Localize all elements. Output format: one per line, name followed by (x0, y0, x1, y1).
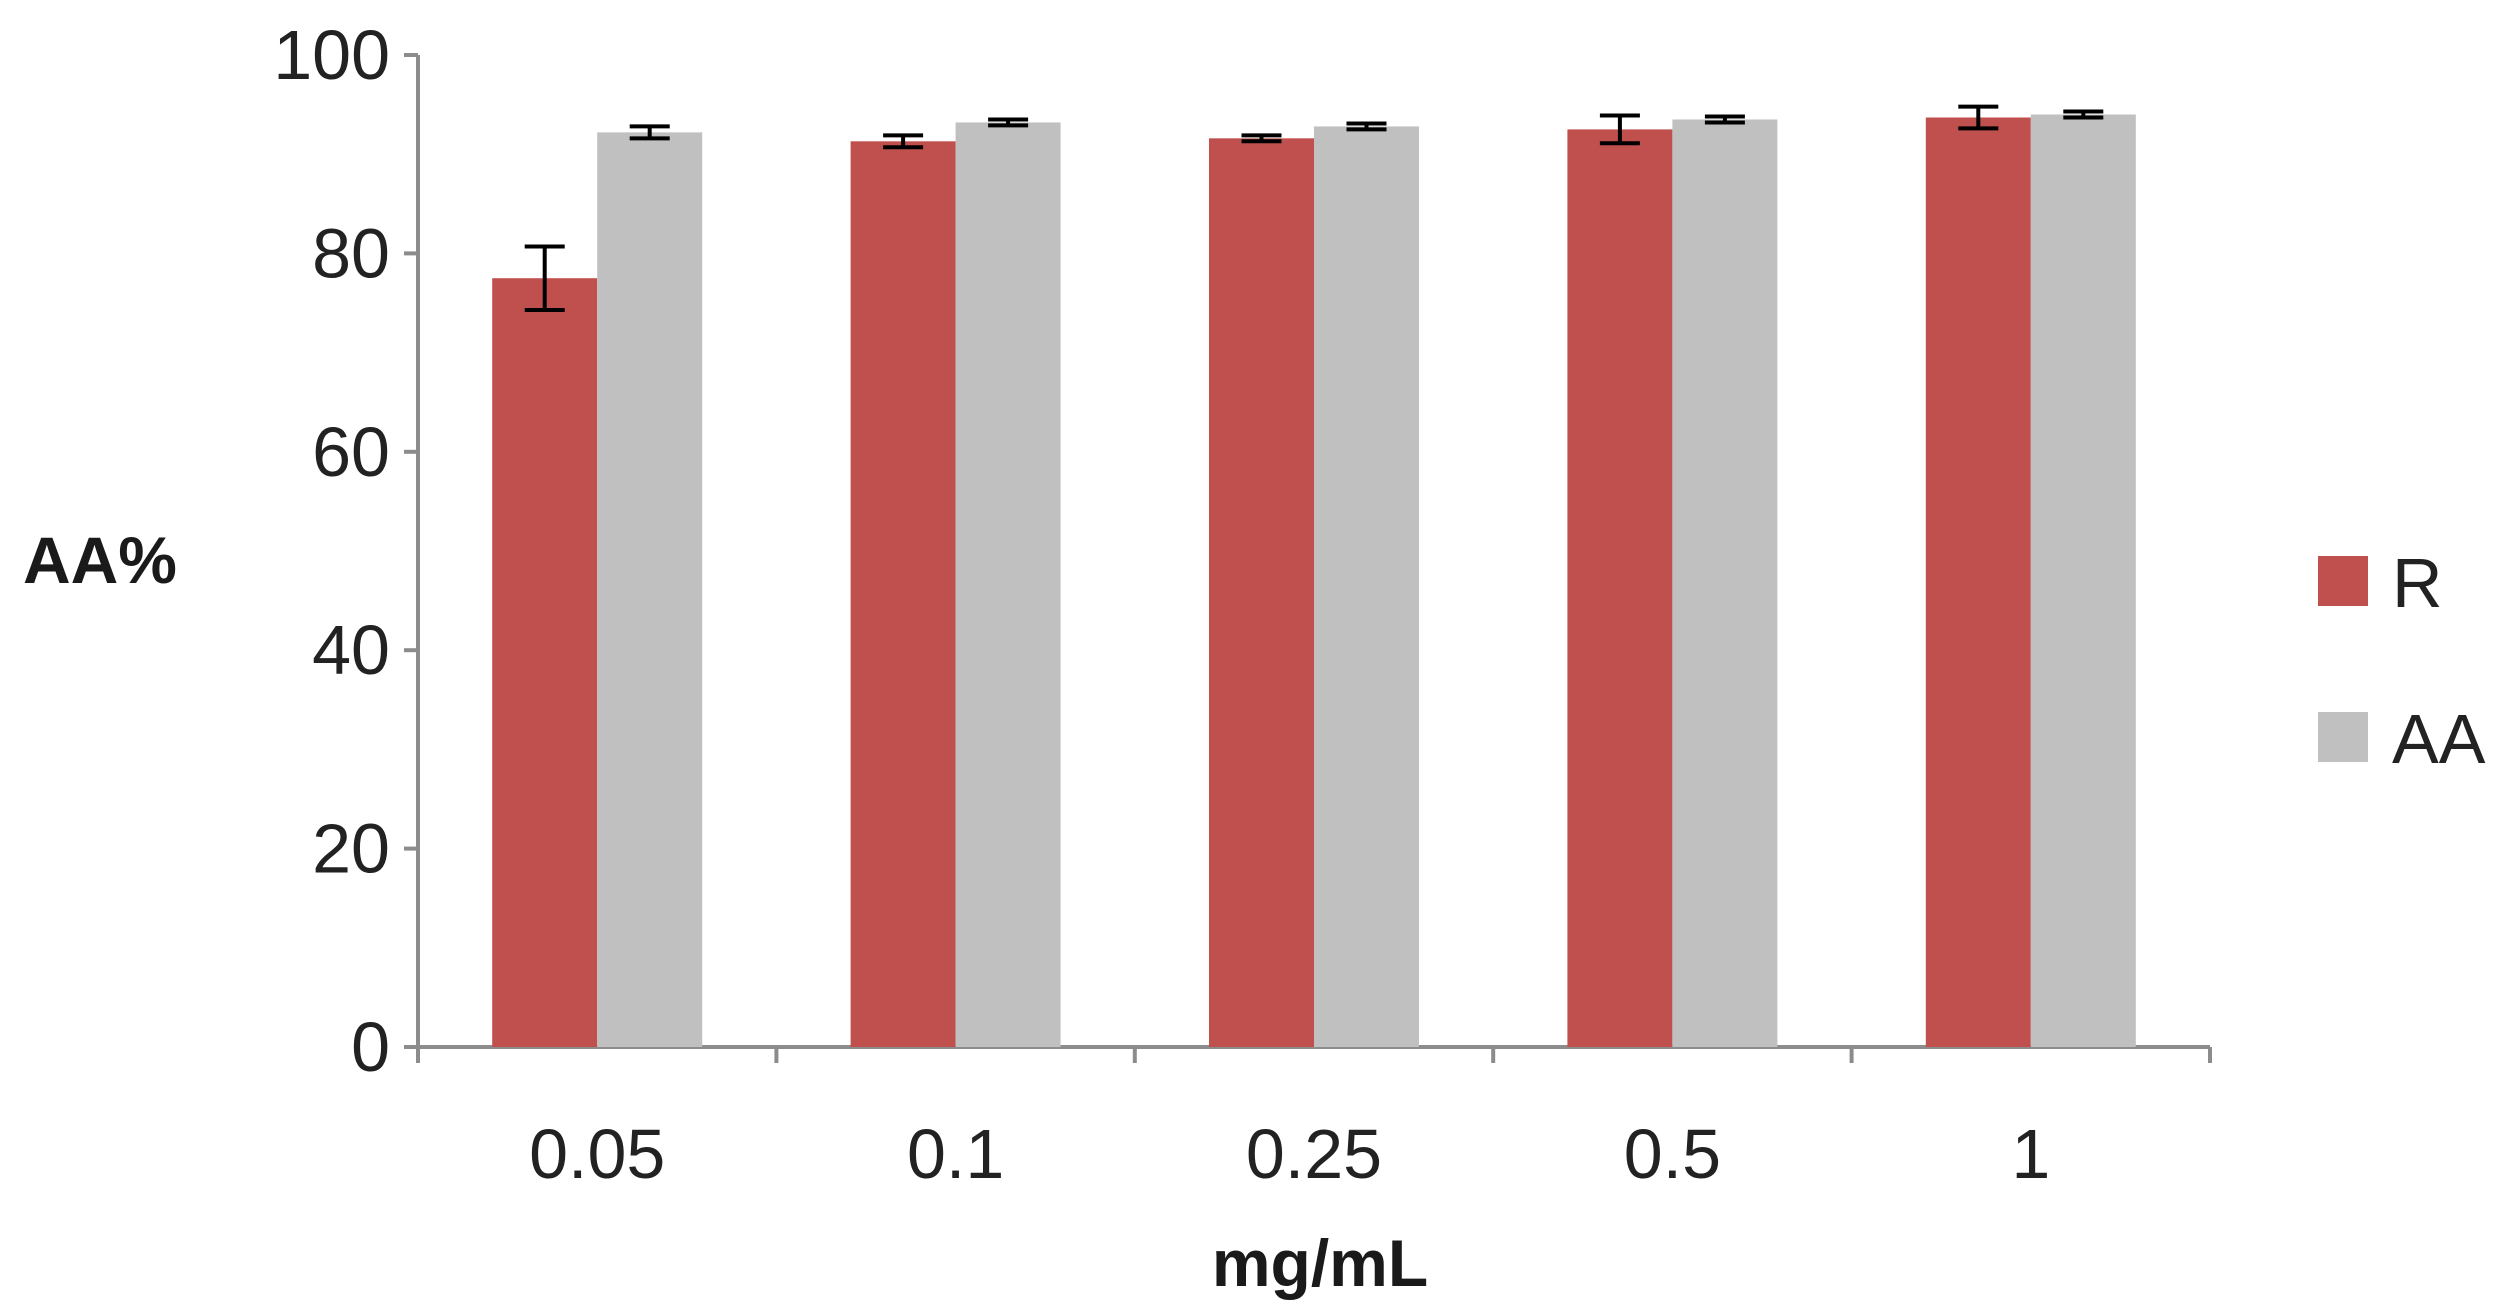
y-tick-label: 40 (312, 611, 390, 689)
y-tick-label: 80 (312, 214, 390, 292)
y-tick-label: 60 (312, 413, 390, 491)
legend-swatch-aa (2318, 712, 2368, 762)
bar-aa-1 (2030, 114, 2136, 1047)
bar-r-0.5 (1567, 129, 1673, 1047)
y-axis: 0 20 40 60 80 100 (273, 16, 420, 1086)
bar-aa-0.1 (955, 122, 1061, 1048)
x-axis-title: mg/mL (1212, 1226, 1428, 1300)
y-axis-title: AA% (23, 523, 177, 597)
x-tick-label: 0.5 (1624, 1115, 1721, 1193)
bar-r-0.05 (492, 278, 598, 1047)
legend-swatch-r (2318, 556, 2368, 606)
error-bars (524, 104, 2104, 312)
bar-r-0.1 (850, 141, 956, 1047)
legend: R AA (2318, 544, 2486, 778)
bar-r-1 (1925, 117, 2031, 1048)
y-tick-label: 0 (351, 1008, 390, 1086)
bar-aa-0.5 (1672, 119, 1778, 1048)
bar-aa-0.05 (597, 132, 703, 1048)
x-axis: 0.05 0.1 0.25 0.5 1 (416, 1045, 2212, 1193)
bar-aa-0.25 (1314, 126, 1419, 1047)
bars (492, 114, 2136, 1048)
x-tick-label: 0.05 (529, 1115, 665, 1193)
y-tick-label: 20 (312, 810, 390, 888)
legend-label-aa: AA (2392, 700, 2486, 778)
x-tick-label: 1 (2011, 1115, 2050, 1193)
bar-r-0.25 (1209, 138, 1314, 1047)
y-tick-label: 100 (273, 16, 390, 94)
legend-label-r: R (2392, 544, 2443, 622)
x-tick-label: 0.1 (907, 1115, 1004, 1193)
x-tick-label: 0.25 (1246, 1115, 1382, 1193)
